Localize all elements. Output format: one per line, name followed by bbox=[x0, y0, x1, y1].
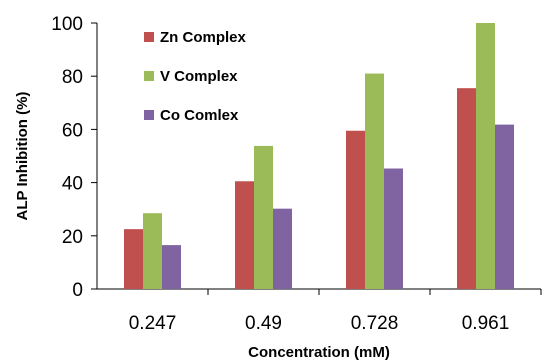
x-axis-ticks: 0.247 0.49 0.728 0.961 bbox=[129, 289, 542, 334]
y-tick-label: 20 bbox=[62, 227, 83, 248]
y-axis-ticks: 0 20 40 60 80 100 bbox=[51, 14, 97, 301]
x-tick-label: 0.961 bbox=[462, 313, 510, 334]
legend-swatch bbox=[144, 32, 154, 42]
bar-co-comlex bbox=[384, 168, 403, 289]
x-tick-label: 0.49 bbox=[245, 313, 282, 334]
y-tick-label: 100 bbox=[51, 14, 83, 35]
x-axis-title: Concentration (mM) bbox=[248, 344, 390, 361]
bar-co-comlex bbox=[162, 245, 181, 289]
bars bbox=[124, 23, 514, 289]
y-tick-label: 0 bbox=[72, 280, 83, 301]
legend-swatch bbox=[144, 110, 154, 120]
bar-v-complex bbox=[143, 213, 162, 289]
bar-v-complex bbox=[254, 145, 273, 289]
legend-label: V Complex bbox=[160, 68, 238, 85]
bar-v-complex bbox=[365, 73, 384, 289]
bar-zn-complex bbox=[124, 229, 143, 289]
x-tick-label: 0.247 bbox=[129, 313, 177, 334]
bar-co-comlex bbox=[273, 208, 292, 289]
bar-co-comlex bbox=[495, 124, 514, 289]
x-tick-label: 0.728 bbox=[351, 313, 399, 334]
bar-zn-complex bbox=[235, 181, 254, 289]
legend: Zn Complex V Complex Co Comlex bbox=[144, 29, 246, 124]
y-tick-label: 80 bbox=[62, 67, 83, 88]
bar-v-complex bbox=[476, 23, 495, 289]
y-tick-label: 40 bbox=[62, 174, 83, 195]
y-axis-title: ALP Inhibition (%) bbox=[14, 92, 31, 221]
y-tick-label: 60 bbox=[62, 120, 83, 141]
legend-swatch bbox=[144, 71, 154, 81]
bar-zn-complex bbox=[346, 130, 365, 289]
bar-zn-complex bbox=[457, 88, 476, 289]
legend-label: Co Comlex bbox=[160, 107, 239, 124]
legend-label: Zn Complex bbox=[160, 29, 246, 46]
